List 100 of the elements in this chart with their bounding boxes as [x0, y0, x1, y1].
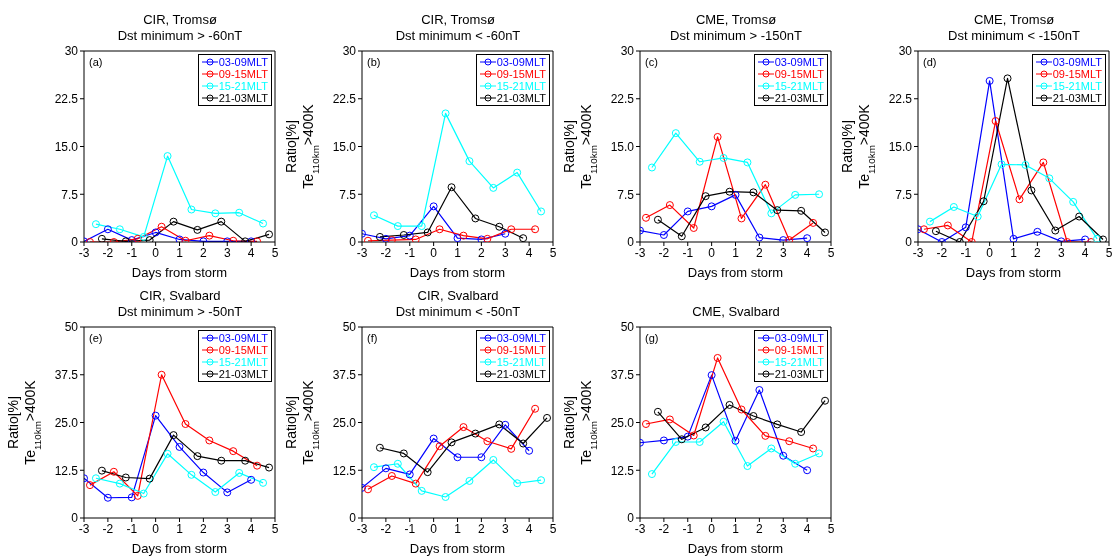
- point: [145, 474, 154, 483]
- point: [767, 209, 776, 218]
- point: [531, 404, 540, 413]
- point: [641, 213, 650, 222]
- x-tick-label: 4: [525, 245, 533, 260]
- x-tick-label: -1: [404, 245, 416, 260]
- y-tick-label: 0: [349, 235, 357, 250]
- point: [647, 163, 656, 172]
- legend-label: 15-21MLT: [495, 356, 546, 368]
- point: [495, 222, 504, 231]
- point: [767, 444, 776, 453]
- legend-label: 09-15MLT: [773, 344, 824, 356]
- point: [417, 486, 426, 495]
- x-tick-label: 5: [271, 245, 279, 260]
- x-tick-label: 1: [176, 245, 184, 260]
- point: [465, 476, 474, 485]
- point: [501, 420, 510, 429]
- x-tick-label: -1: [960, 245, 972, 260]
- x-tick-label: 5: [549, 521, 557, 536]
- y-tick-label: 37.5: [610, 368, 635, 383]
- point: [737, 405, 746, 414]
- x-tick-label: 0: [152, 521, 160, 536]
- point: [435, 442, 444, 451]
- y-tick-label: 15.0: [332, 139, 357, 154]
- y-tick-label: 15.0: [610, 139, 635, 154]
- y-tick-label: 25.0: [332, 415, 357, 430]
- x-tick-label: -2: [658, 521, 670, 536]
- x-tick-label: 5: [827, 245, 835, 260]
- point: [489, 455, 498, 464]
- point: [991, 117, 1000, 126]
- point: [925, 217, 934, 226]
- point: [961, 223, 970, 232]
- x-axis-title: Days from storm: [131, 265, 228, 280]
- point: [103, 493, 112, 502]
- point: [821, 228, 830, 237]
- point: [97, 466, 106, 475]
- y-tick-label: 0: [349, 511, 357, 526]
- point: [121, 473, 130, 482]
- point: [797, 428, 806, 437]
- x-tick-label: -1: [682, 521, 694, 536]
- point: [719, 153, 728, 162]
- point: [405, 231, 414, 240]
- point: [453, 453, 462, 462]
- legend-label: 21-03MLT: [217, 92, 268, 104]
- point: [193, 452, 202, 461]
- point: [381, 234, 390, 242]
- point: [803, 466, 812, 475]
- point: [471, 429, 480, 438]
- y-tick-label: 50: [342, 320, 357, 335]
- chart-title: CME, Tromsø Dst minimum > -150nT: [670, 12, 802, 44]
- point: [821, 396, 830, 405]
- x-tick-label: -3: [356, 245, 368, 260]
- point: [1039, 158, 1048, 167]
- point: [175, 442, 184, 451]
- point: [133, 491, 142, 500]
- point: [743, 158, 752, 167]
- point: [447, 183, 456, 192]
- x-tick-label: -2: [102, 521, 114, 536]
- x-axis-title: Days from storm: [687, 265, 784, 280]
- x-tick-label: -3: [78, 521, 90, 536]
- point: [665, 415, 674, 424]
- y-tick-label: 37.5: [54, 368, 79, 383]
- point: [459, 231, 468, 240]
- x-tick-label: 2: [756, 521, 764, 536]
- annotation: (d): [923, 56, 937, 68]
- point: [665, 201, 674, 210]
- point: [507, 225, 516, 234]
- y-tick-label: 30: [620, 44, 635, 59]
- point: [1021, 160, 1030, 169]
- point: [647, 470, 656, 479]
- point: [369, 211, 378, 220]
- x-tick-label: -1: [126, 245, 138, 260]
- x-tick-label: -2: [102, 245, 114, 260]
- point: [1069, 197, 1078, 206]
- legend-label: 03-09MLT: [217, 332, 268, 344]
- x-tick-label: -3: [78, 245, 90, 260]
- point: [375, 443, 384, 452]
- point: [761, 431, 770, 440]
- chart-title: CME, Tromsø Dst minimum < -150nT: [948, 12, 1080, 44]
- x-tick-label: 0: [152, 245, 160, 260]
- point: [659, 231, 668, 239]
- y-tick-label: 7.5: [61, 187, 79, 202]
- y-tick-label: 50: [64, 320, 79, 335]
- x-tick-label: 4: [525, 521, 533, 536]
- point: [393, 459, 402, 468]
- y-tick-label: 30: [342, 44, 357, 59]
- y-tick-label: 7.5: [895, 187, 913, 202]
- point: [381, 464, 390, 473]
- x-tick-label: 1: [732, 245, 740, 260]
- point: [1099, 235, 1108, 242]
- point: [525, 446, 534, 455]
- point: [531, 225, 540, 234]
- point: [943, 221, 952, 230]
- annotation: (c): [645, 56, 658, 68]
- point: [259, 478, 268, 487]
- x-tick-label: 0: [430, 245, 438, 260]
- point: [1003, 74, 1012, 83]
- point: [139, 489, 148, 498]
- x-tick-label: 1: [1010, 245, 1018, 260]
- x-tick-label: 3: [779, 521, 787, 536]
